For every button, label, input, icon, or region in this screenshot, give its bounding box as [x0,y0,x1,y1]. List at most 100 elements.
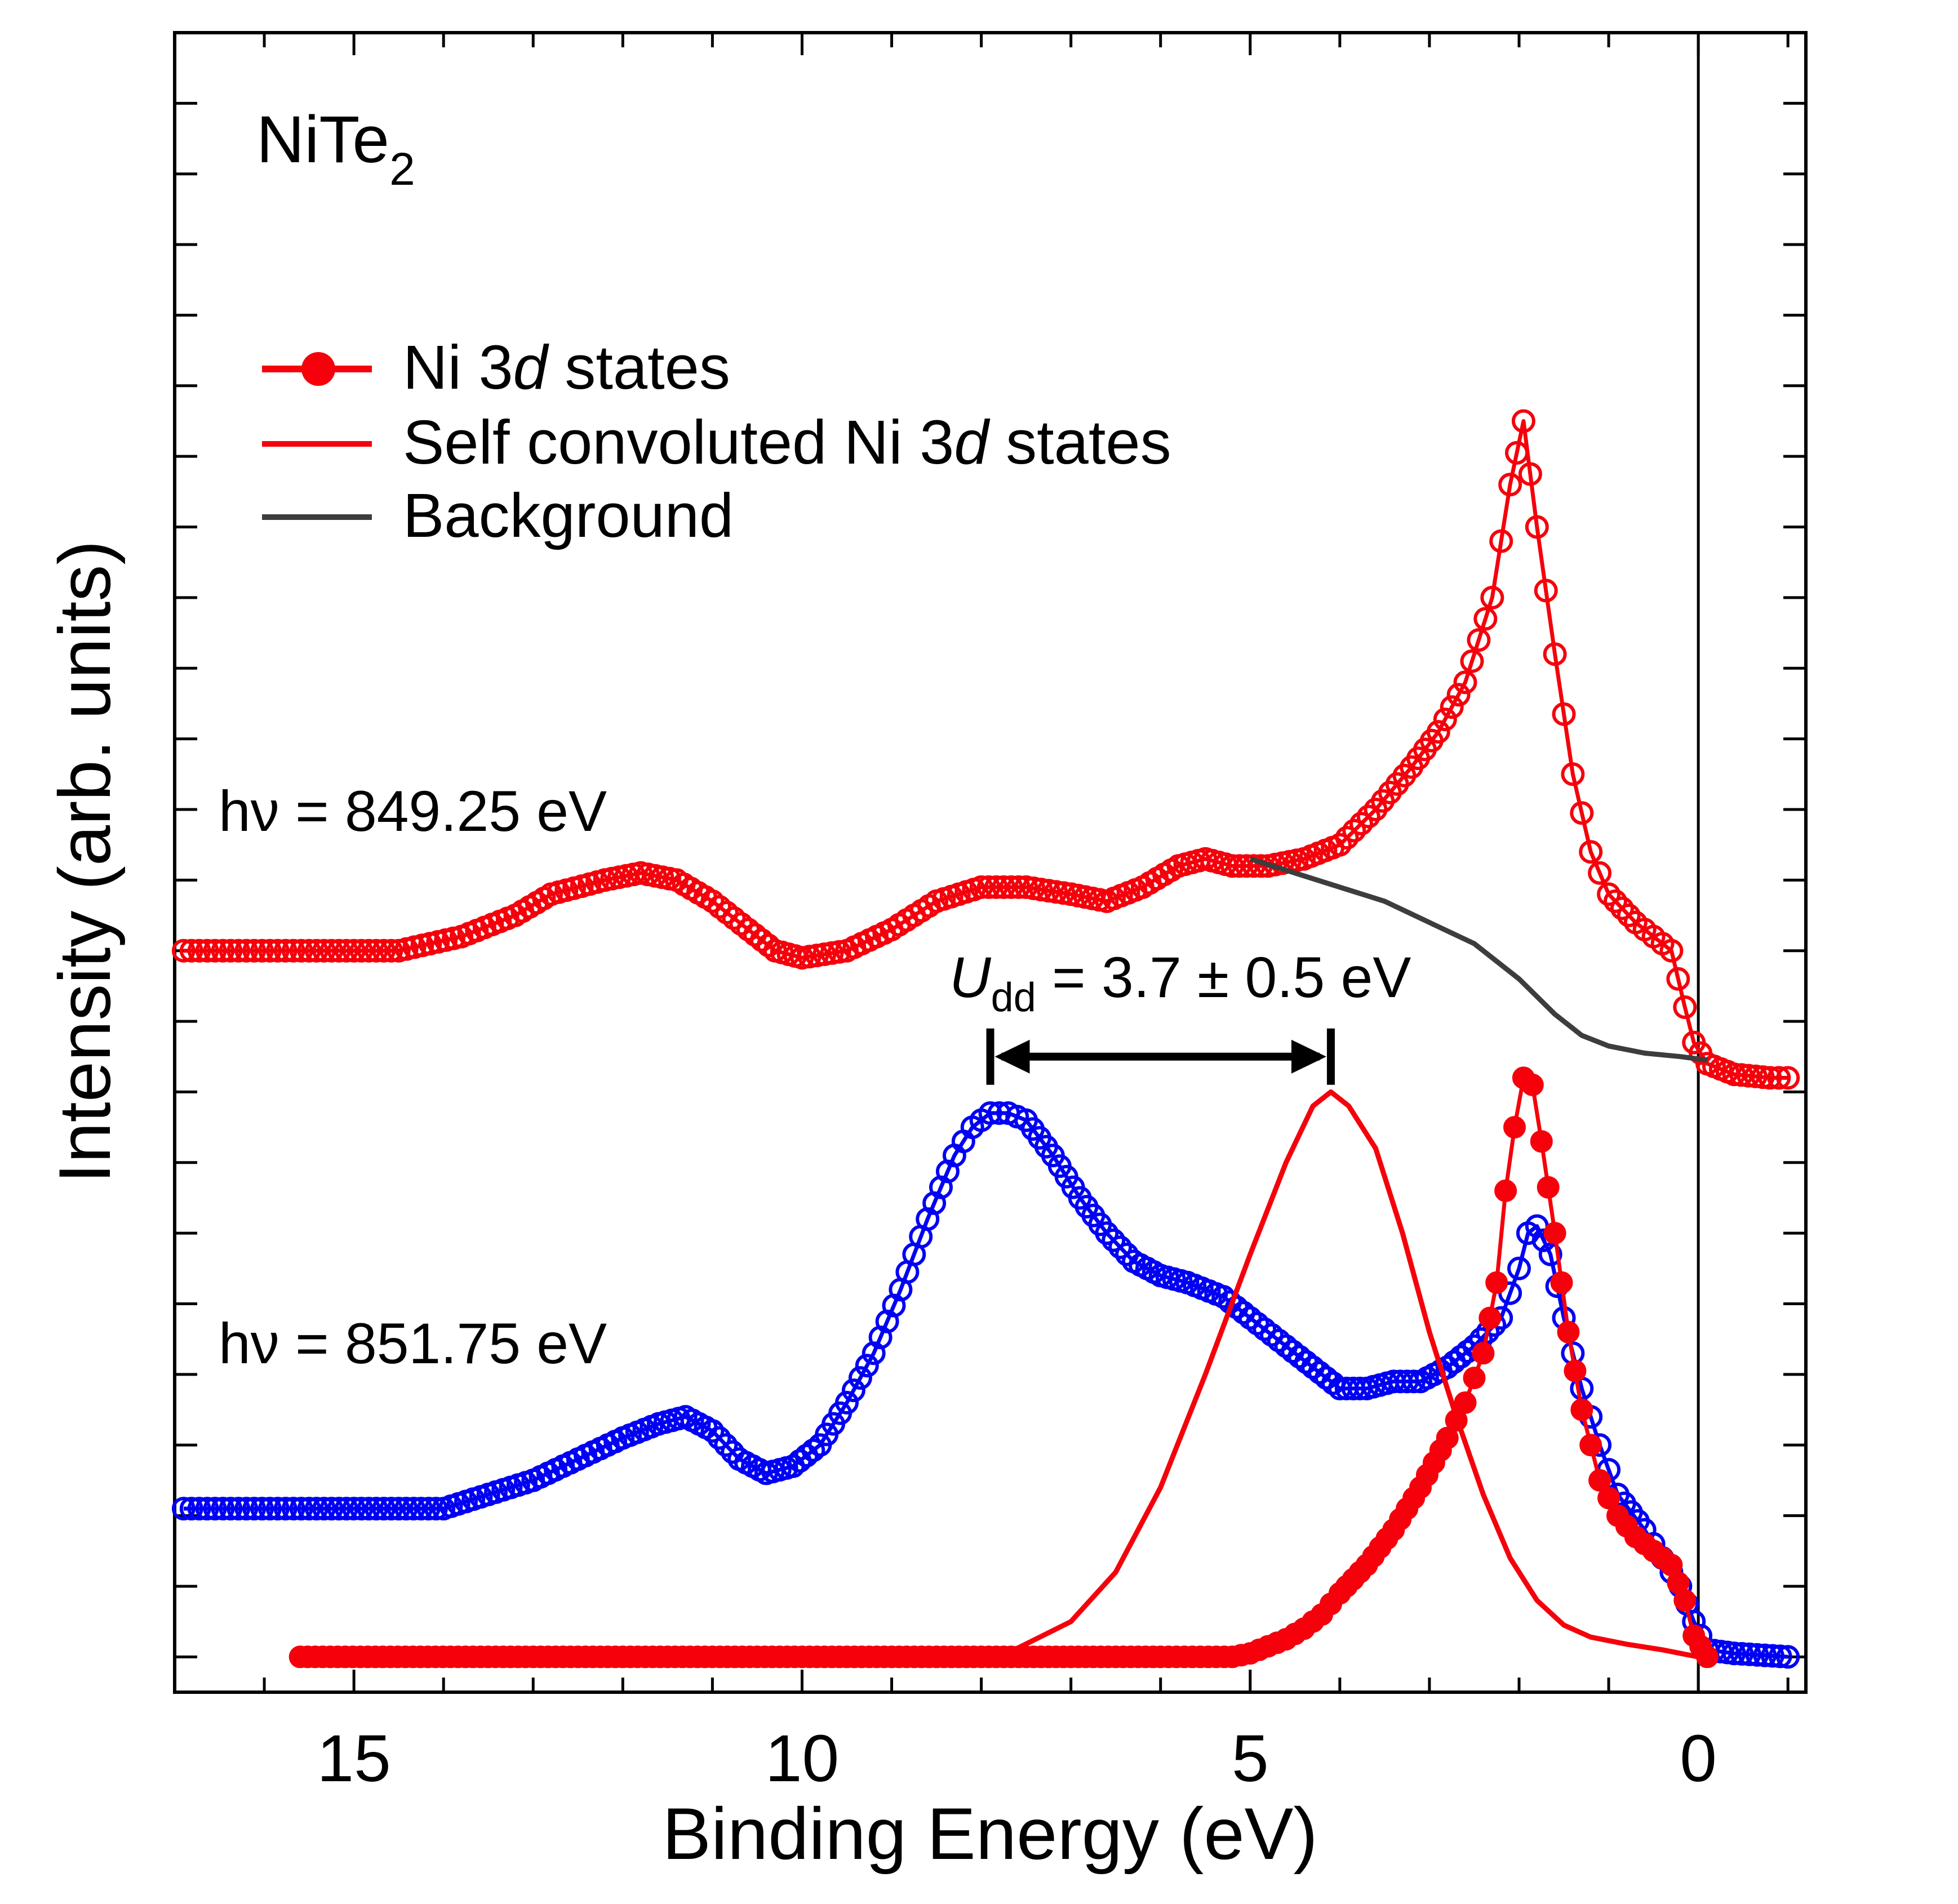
data-point [1349,812,1373,836]
x-tick-label: 0 [1680,1721,1717,1796]
legend-label-self-convoluted: Self convoluted Ni 3d states [403,408,1171,477]
data-point [976,875,1001,899]
data-point [416,1497,441,1521]
data-point [1751,1065,1775,1089]
x-axis-title: Binding Energy (eV) [662,1792,1317,1875]
data-point [195,938,219,963]
data-point [1494,1179,1517,1202]
data-point [714,1433,738,1457]
data-point [265,938,290,963]
x-tick-label: 15 [317,1721,390,1796]
data-point [1579,1434,1602,1457]
data-point [1768,1644,1792,1669]
udd-arrow [986,1028,1335,1085]
legend-label-ni3d: Ni 3d states [403,333,730,402]
data-point [855,1354,879,1378]
data-point [1604,889,1627,913]
annotation-udd: Udd = 3.7 ± 0.5 eV [949,945,1411,1020]
data-point [258,938,282,963]
data-point [349,938,374,963]
data-point [1238,1306,1262,1330]
data-point [1479,1306,1502,1329]
data-point [1402,1369,1426,1394]
data-point [1617,904,1641,927]
data-point [319,1497,344,1521]
annotation-hv-849: hν = 849.25 eV [219,779,607,843]
data-point [402,1497,426,1521]
data-point [1467,628,1491,652]
x-tick-label: 10 [765,1721,839,1796]
data-point [319,938,344,963]
data-point [327,1497,351,1521]
data-point [1760,1644,1784,1668]
data-point [1505,441,1529,465]
data-point [1767,1066,1791,1090]
data-point [1102,1228,1126,1252]
data-point [227,1497,251,1521]
data-point [379,938,403,963]
data-point [1521,1073,1544,1096]
plot-border [173,31,1808,1694]
data-point [219,1497,243,1521]
data-point [379,1497,403,1521]
data-point [1335,826,1359,850]
data-point [297,938,321,963]
data-point [1610,896,1634,920]
data-point [312,938,336,963]
data-point [1454,1391,1477,1414]
data-point [203,938,227,963]
series-1 [1249,856,1708,1063]
data-point [334,1497,358,1521]
data-point [707,1426,731,1450]
data-point [1534,579,1558,603]
data-point [978,1101,1002,1125]
data-point [1673,995,1697,1019]
udd-arrow-head-right [1291,1039,1326,1074]
data-point [1489,529,1513,553]
legend-marker-ni3d [301,352,335,386]
data-point [372,938,396,963]
data-point [835,1391,859,1414]
data-point [1579,840,1603,864]
y-axis-title: Intensity (arb. units) [43,540,126,1184]
legend: Ni 3d states Self convoluted Ni 3d state… [262,333,1171,550]
data-point [211,1497,235,1521]
data-point [992,875,1016,899]
data-point [1440,695,1464,719]
data-point [171,1497,196,1521]
data-point [203,1497,227,1521]
data-point [1659,938,1684,963]
data-point [1745,1643,1769,1667]
data-point [1472,1342,1495,1365]
data-point [234,938,259,963]
data-point [841,1378,865,1403]
data-point [999,875,1023,899]
data-point [195,1497,219,1521]
data-point [1696,1645,1719,1669]
data-point [1436,1426,1459,1449]
data-point [242,1497,267,1521]
data-point [187,938,211,963]
data-point [1006,875,1031,899]
data-point [1543,642,1567,666]
data-point [171,938,196,963]
data-point [281,1497,305,1521]
data-point [342,1497,366,1521]
legend-label-background: Background [403,481,734,550]
data-point [1738,1642,1761,1666]
data-point [1666,967,1690,991]
series-layer [171,409,1800,1669]
data-point [1564,1359,1587,1382]
data-point [1530,1130,1553,1153]
data-point [1463,1367,1486,1390]
data-point [1588,1469,1611,1492]
data-point [1498,473,1522,497]
data-point [1460,649,1484,673]
data-point [327,938,351,963]
data-point [1342,818,1366,843]
series-line [1249,856,1708,1063]
data-point [1776,1066,1800,1090]
data-point [1511,409,1535,433]
data-point [211,938,235,963]
data-point [1426,720,1450,744]
